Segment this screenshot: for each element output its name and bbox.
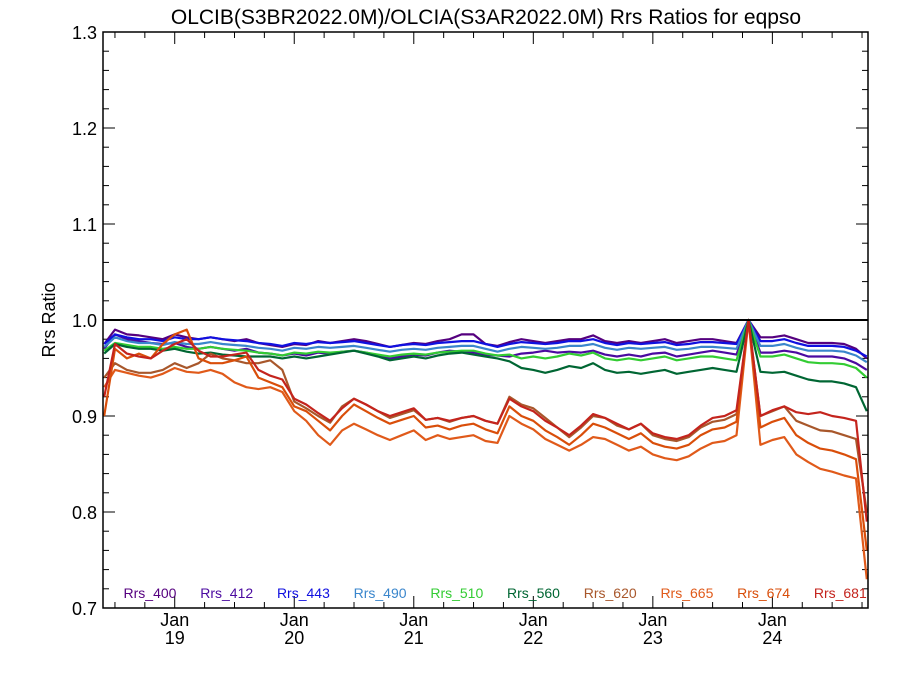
y-axis-label: Rrs Ratio xyxy=(39,282,59,357)
series-line-rrs-490 xyxy=(103,318,868,364)
legend: Rrs_400 Rrs_412 Rrs_443 Rrs_490 Rrs_510 Rrs_5… xyxy=(124,585,867,601)
series-layer xyxy=(103,318,868,580)
legend-entry-rrs-674: Rrs_674 xyxy=(737,585,790,601)
plot-frame xyxy=(102,31,869,609)
legend-entry-rrs-560: Rrs_560 xyxy=(507,585,560,601)
x-tick-month: Jan xyxy=(160,610,189,630)
x-tick-day: 19 xyxy=(165,628,185,648)
y-tick-label: 0.7 xyxy=(72,599,97,619)
y-tick-label: 0.9 xyxy=(72,407,97,427)
legend-entry-rrs-665: Rrs_665 xyxy=(660,585,713,601)
x-tick-month: Jan xyxy=(638,610,667,630)
x-tick-day: 23 xyxy=(643,628,663,648)
legend-entry-rrs-490: Rrs_490 xyxy=(354,585,407,601)
legend-entry-rrs-620: Rrs_620 xyxy=(584,585,637,601)
legend-entry-rrs-412: Rrs_412 xyxy=(200,585,253,601)
series-line-rrs-510 xyxy=(103,318,868,379)
x-tick-month: Jan xyxy=(519,610,548,630)
x-tick-day: 24 xyxy=(762,628,782,648)
legend-entry-rrs-510: Rrs_510 xyxy=(430,585,483,601)
x-tick-month: Jan xyxy=(399,610,428,630)
series-line-rrs-681 xyxy=(103,318,868,522)
x-tick-day: 21 xyxy=(404,628,424,648)
y-tick-label: 1.1 xyxy=(72,215,97,235)
y-tick-label: 1.3 xyxy=(72,23,97,43)
x-tick-day: 22 xyxy=(523,628,543,648)
y-tick-label: 1.0 xyxy=(72,311,97,331)
x-tick-month: Jan xyxy=(280,610,309,630)
x-tick-month: Jan xyxy=(758,610,787,630)
x-tick-day: 20 xyxy=(284,628,304,648)
legend-entry-rrs-443: Rrs_443 xyxy=(277,585,330,601)
legend-entry-rrs-400: Rrs_400 xyxy=(124,585,177,601)
chart-title: OLCIB(S3BR2022.0M)/OLCIA(S3AR2022.0M) Rr… xyxy=(171,6,801,29)
y-tick-label: 0.8 xyxy=(72,503,97,523)
axes-layer: 0.70.80.91.01.11.21.3Jan19Jan20Jan21Jan2… xyxy=(72,23,868,648)
y-tick-label: 1.2 xyxy=(72,119,97,139)
legend-entry-rrs-681: Rrs_681 xyxy=(814,585,867,601)
series-line-rrs-443 xyxy=(103,318,868,358)
